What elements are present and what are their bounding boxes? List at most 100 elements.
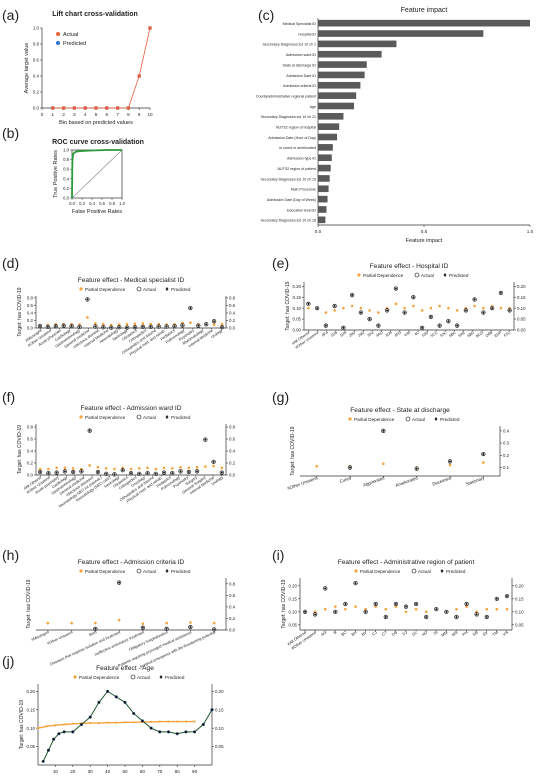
chart-c-bar bbox=[318, 71, 365, 79]
chart-f-predicted-point bbox=[129, 471, 133, 475]
chart-i-title: Feature effect - Administrative region o… bbox=[338, 559, 475, 566]
chart-e-x-tick-label: 3AD bbox=[375, 330, 384, 338]
chart-d-pd-point bbox=[212, 323, 216, 326]
legend-marker-actual bbox=[136, 414, 142, 420]
chart-j-pd-point bbox=[193, 720, 196, 723]
chart-e-x-tick-label: 29D bbox=[357, 330, 365, 337]
chart-j-predicted-point bbox=[167, 730, 170, 733]
chart-i-pd-point bbox=[455, 607, 458, 611]
chart-d-pd-point bbox=[189, 321, 192, 325]
legend-marker-actual bbox=[130, 674, 136, 680]
chart-a-actual-point bbox=[51, 106, 55, 110]
chart-f-predicted-point bbox=[55, 471, 58, 474]
chart-i-pd-point bbox=[414, 607, 418, 611]
chart-b-y-tick-label: 0.8 bbox=[63, 157, 69, 162]
chart-a-actual-point bbox=[62, 106, 66, 110]
chart-a-x-tick-label: 0 bbox=[41, 112, 44, 117]
chart-e-x-tick-label: 1D6 bbox=[330, 331, 338, 338]
chart-f-predicted-point bbox=[187, 470, 191, 474]
chart-a-title: Lift chart cross-validation bbox=[52, 11, 138, 18]
chart-f-title: Feature effect - Admission ward ID bbox=[80, 405, 181, 412]
chart-e-pd-point bbox=[377, 311, 380, 314]
chart-b-x-tick-label: 0.0 bbox=[69, 201, 75, 206]
chart-h-y-label: Target: has COVID-19 bbox=[26, 579, 32, 628]
chart-e-y-right-tick-label: 0.15 bbox=[517, 295, 526, 300]
chart-c-x-label: Feature impact bbox=[406, 238, 443, 244]
chart-i-y-left-tick-label: 0.05 bbox=[288, 622, 297, 627]
chart-c-category-label: Secondary Diagnoses icd 10 ch 21 bbox=[260, 115, 316, 119]
chart-i-y-label: Target: has COVID-19 bbox=[281, 579, 287, 628]
chart-j-predicted-point bbox=[211, 708, 213, 711]
chart-j-y-right-tick-label: 0.10 bbox=[215, 726, 224, 731]
chart-c-bar bbox=[318, 175, 330, 182]
chart-e-predicted-point bbox=[333, 304, 336, 308]
chart-e-predicted-point bbox=[482, 311, 485, 314]
chart-i-predicted-point bbox=[505, 594, 509, 598]
chart-d-x-tick-label: Urology bbox=[210, 328, 223, 339]
chart-d-y-label: Target: has COVID-19 bbox=[17, 287, 23, 336]
chart-j-predicted-point bbox=[98, 701, 100, 704]
chart-i-x-tick-label: CT bbox=[381, 629, 389, 636]
chart-e-pd-point bbox=[499, 306, 503, 310]
legend-marker-actual bbox=[411, 568, 417, 574]
chart-j-predicted-point bbox=[202, 723, 205, 726]
chart-g-predicted-point bbox=[448, 459, 452, 463]
chart-i-x-tick-label: IS bbox=[432, 630, 438, 636]
chart-e-predicted-point bbox=[412, 295, 415, 299]
chart-c-bar bbox=[318, 185, 329, 193]
chart-c-category-label: Secondary Diagnoses icd 10 ch 1 bbox=[262, 43, 316, 47]
chart-e-predicted-point bbox=[394, 287, 398, 290]
chart-c-category-label: Age bbox=[310, 105, 316, 109]
chart-i-y-left-tick-label: 0.20 bbox=[288, 583, 297, 588]
chart-e-x-tick-label: 6BC bbox=[448, 330, 457, 338]
chart-j-y-left-tick-label: 0.10 bbox=[26, 726, 35, 731]
chart-j-predicted-point bbox=[132, 712, 135, 715]
legend-label-pd: Partial Dependence bbox=[85, 415, 126, 420]
legend-label-pd: Partial Dependence bbox=[79, 675, 120, 680]
chart-a-y-tick-label: 0.4 bbox=[33, 74, 40, 79]
chart-a-actual-point bbox=[83, 106, 87, 110]
chart-c-x-tick-label: 0.0 bbox=[315, 229, 322, 234]
chart-g-y-right-tick-label: 0.1 bbox=[503, 465, 510, 470]
chart-g-predicted-point bbox=[348, 466, 352, 469]
chart-j-pd-point bbox=[45, 725, 48, 728]
chart-e-pd-point bbox=[447, 306, 450, 310]
chart-c-bar bbox=[318, 30, 484, 37]
legend-label-predicted: Predicted bbox=[171, 569, 191, 574]
chart-a-x-tick-label: 3 bbox=[73, 112, 76, 117]
chart-j-predicted-point bbox=[42, 760, 45, 763]
chart-b-x-tick-label: 0.6 bbox=[99, 201, 105, 206]
chart-i-y-left-tick-label: 0.10 bbox=[288, 609, 297, 614]
legend-label-actual: Actual bbox=[418, 569, 431, 574]
chart-j-pd-point bbox=[71, 722, 74, 725]
chart-i-x-tick-label: PH bbox=[461, 630, 469, 637]
chart-j-y-right-tick-label: 0.20 bbox=[215, 689, 224, 694]
chart-d-predicted-point bbox=[149, 325, 152, 329]
chart-h-pd-point bbox=[94, 621, 97, 625]
chart-b-y-label: True Positive Rates bbox=[53, 150, 59, 198]
chart-f-pd-point bbox=[220, 466, 224, 470]
chart-a-actual-point bbox=[116, 106, 120, 110]
legend-marker-actual bbox=[414, 272, 420, 278]
chart-f-predicted-point bbox=[171, 471, 174, 475]
chart-f-pd-point bbox=[47, 467, 50, 471]
chart-g-pd-point bbox=[315, 464, 318, 468]
chart-e-pd-point bbox=[342, 306, 345, 310]
chart-c-category-label: Hospital ID bbox=[298, 32, 316, 36]
legend-label-actual: Actual bbox=[143, 569, 156, 574]
chart-d-pd-point bbox=[133, 322, 137, 326]
chart-e-pd-point bbox=[429, 306, 433, 310]
chart-f-predicted-point bbox=[80, 470, 83, 473]
chart-b-y-tick-label: 1.0 bbox=[63, 148, 69, 153]
chart-d-predicted-point bbox=[86, 297, 89, 301]
chart-f-pd-point bbox=[88, 464, 91, 467]
chart-f-pd-point bbox=[204, 465, 207, 468]
chart-j-predicted-point bbox=[71, 730, 74, 733]
chart-c-bar bbox=[318, 92, 357, 99]
chart-a-x-label: Bin based on predicted values bbox=[59, 120, 133, 126]
chart-h-x-tick-label: #Missing## bbox=[31, 630, 51, 642]
chart-f-predicted-point bbox=[71, 470, 75, 474]
chart-e-predicted-point bbox=[342, 326, 345, 330]
chart-f-predicted-point bbox=[146, 471, 149, 475]
